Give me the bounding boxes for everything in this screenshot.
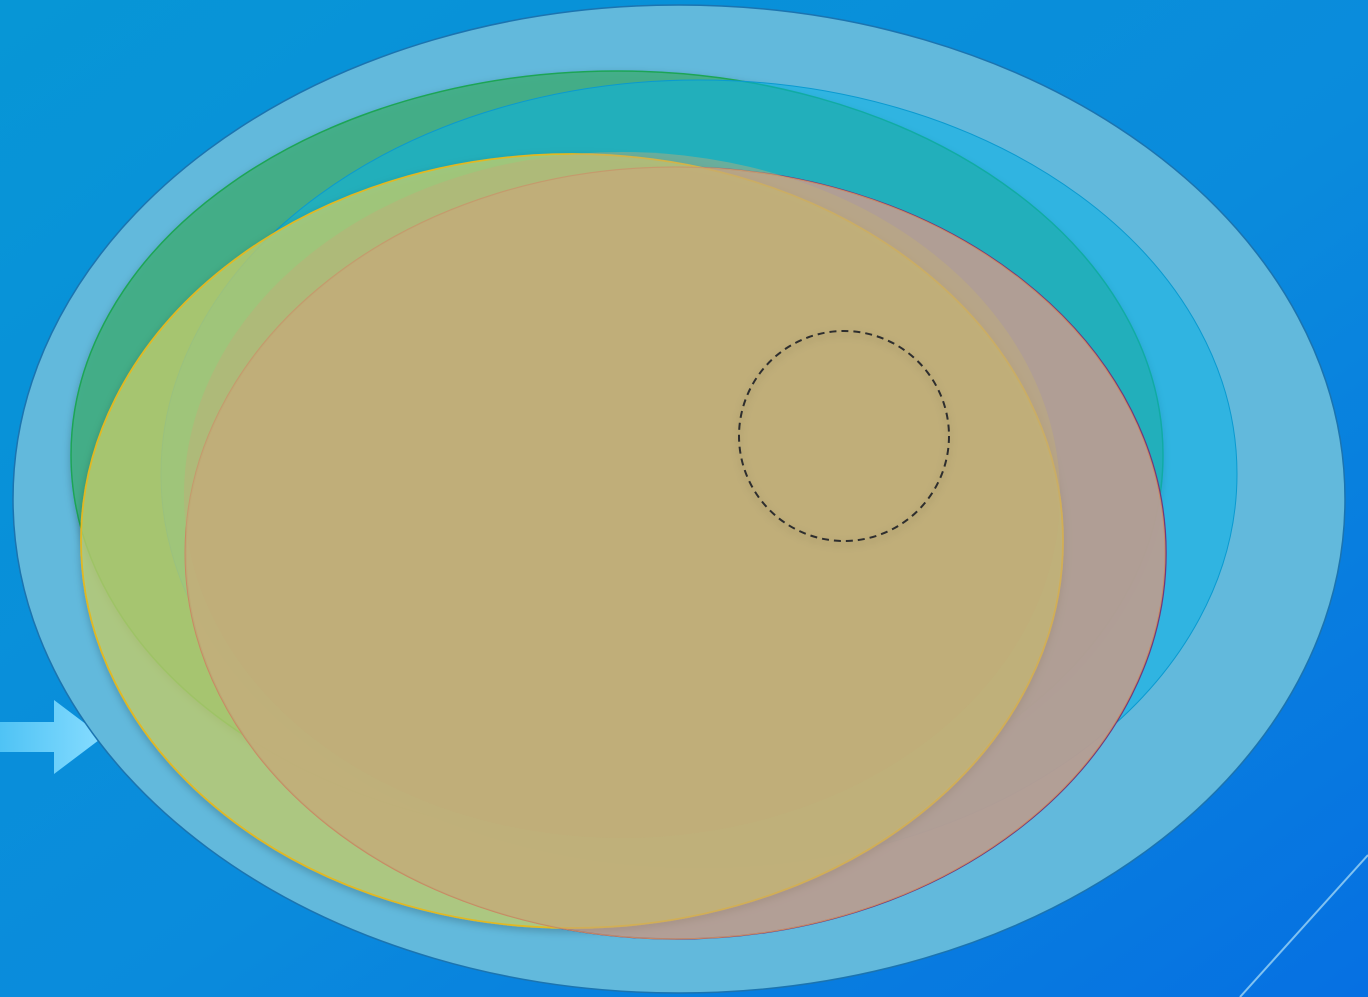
tan-ellipse — [184, 166, 1166, 940]
dashed-circle — [738, 330, 950, 542]
right-arrow-icon — [0, 700, 103, 774]
decorative-diagonal-line — [1239, 854, 1368, 997]
tan-ellipse-core — [184, 152, 1060, 838]
